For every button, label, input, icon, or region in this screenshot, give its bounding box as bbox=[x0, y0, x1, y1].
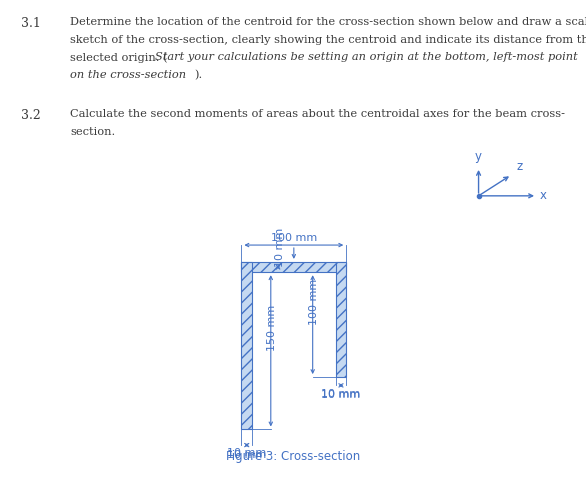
Text: y: y bbox=[475, 150, 482, 163]
Bar bbox=[336, 262, 346, 377]
Bar bbox=[241, 262, 252, 430]
Text: Figure 3: Cross-section: Figure 3: Cross-section bbox=[226, 450, 360, 463]
Text: 10 mm: 10 mm bbox=[227, 450, 266, 460]
Text: 10 mm: 10 mm bbox=[321, 390, 360, 400]
Text: 3.1: 3.1 bbox=[21, 17, 40, 30]
Text: on the cross-section: on the cross-section bbox=[70, 70, 186, 80]
Text: Determine the location of the centroid for the cross-section shown below and dra: Determine the location of the centroid f… bbox=[70, 17, 586, 27]
Text: Start your calculations be setting an origin at the bottom, left-most point: Start your calculations be setting an or… bbox=[155, 52, 578, 62]
Text: 150 mm: 150 mm bbox=[267, 305, 277, 351]
Bar bbox=[241, 262, 346, 272]
Text: Calculate the second moments of areas about the centroidal axes for the beam cro: Calculate the second moments of areas ab… bbox=[70, 109, 565, 120]
Text: 10 mm: 10 mm bbox=[321, 388, 360, 398]
Text: ).: ). bbox=[194, 70, 202, 80]
Text: sketch of the cross-section, clearly showing the centroid and indicate its dista: sketch of the cross-section, clearly sho… bbox=[70, 35, 586, 45]
Text: section.: section. bbox=[70, 127, 115, 137]
Text: selected origin. (: selected origin. ( bbox=[70, 52, 168, 63]
Text: x: x bbox=[540, 189, 547, 203]
Text: 10 mm: 10 mm bbox=[227, 448, 266, 458]
Text: 10 mm: 10 mm bbox=[275, 228, 285, 267]
Text: 100 mm: 100 mm bbox=[271, 233, 317, 243]
Text: 100 mm: 100 mm bbox=[309, 278, 319, 324]
Text: 3.2: 3.2 bbox=[21, 109, 40, 122]
Text: z: z bbox=[517, 160, 523, 173]
